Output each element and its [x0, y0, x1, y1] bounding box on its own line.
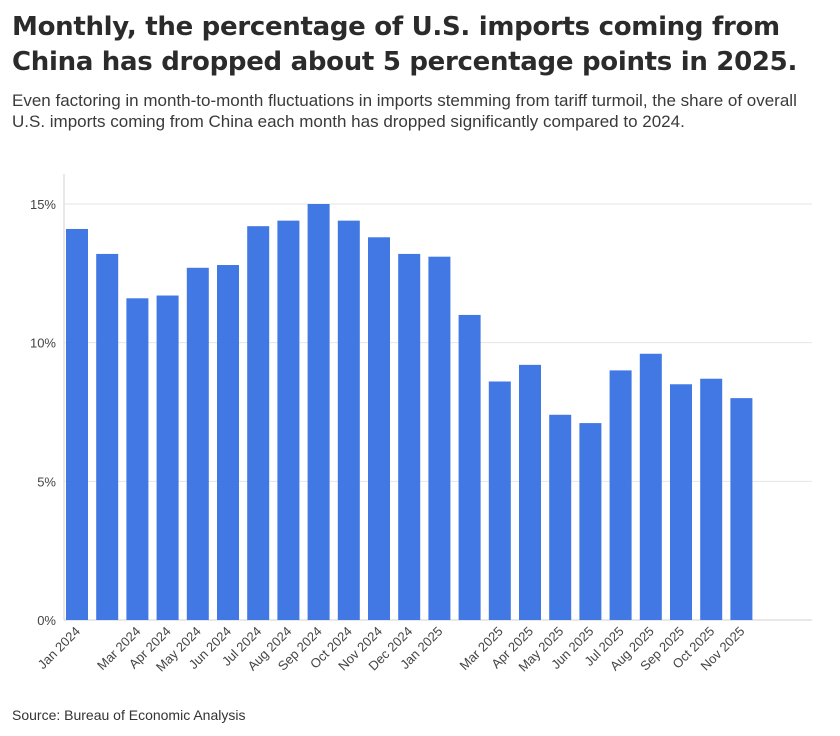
bar	[277, 220, 300, 620]
bar	[579, 423, 602, 620]
chart-title: Monthly, the percentage of U.S. imports …	[12, 12, 798, 77]
y-tick-label: 0%	[37, 613, 56, 628]
bar	[700, 378, 723, 620]
y-tick-label: 15%	[30, 197, 56, 212]
bar	[609, 370, 632, 620]
source-note: Source: Bureau of Economic Analysis	[12, 707, 246, 723]
bar	[217, 265, 239, 620]
bar	[458, 314, 481, 620]
chart-subtitle: Even factoring in month-to-month fluctua…	[12, 91, 797, 131]
y-axis-ticks: 0% 5% 10% 15%	[30, 197, 56, 628]
bar	[488, 381, 511, 620]
bar	[126, 298, 149, 620]
bar	[549, 414, 572, 620]
y-tick-label: 5%	[37, 474, 56, 489]
bar	[307, 204, 330, 620]
bar	[66, 228, 88, 620]
bars	[66, 204, 753, 621]
bar	[156, 295, 179, 620]
bar	[186, 267, 209, 620]
bar	[398, 253, 421, 621]
bar	[639, 353, 662, 620]
bar	[337, 220, 360, 620]
bar	[519, 364, 541, 620]
bar	[247, 226, 270, 620]
y-tick-label: 10%	[30, 336, 56, 351]
bar	[428, 256, 451, 620]
bar	[368, 237, 390, 620]
x-tick-label: Jan 2024	[35, 624, 83, 672]
bar	[730, 398, 753, 620]
bar	[96, 253, 119, 621]
bar	[670, 384, 692, 620]
